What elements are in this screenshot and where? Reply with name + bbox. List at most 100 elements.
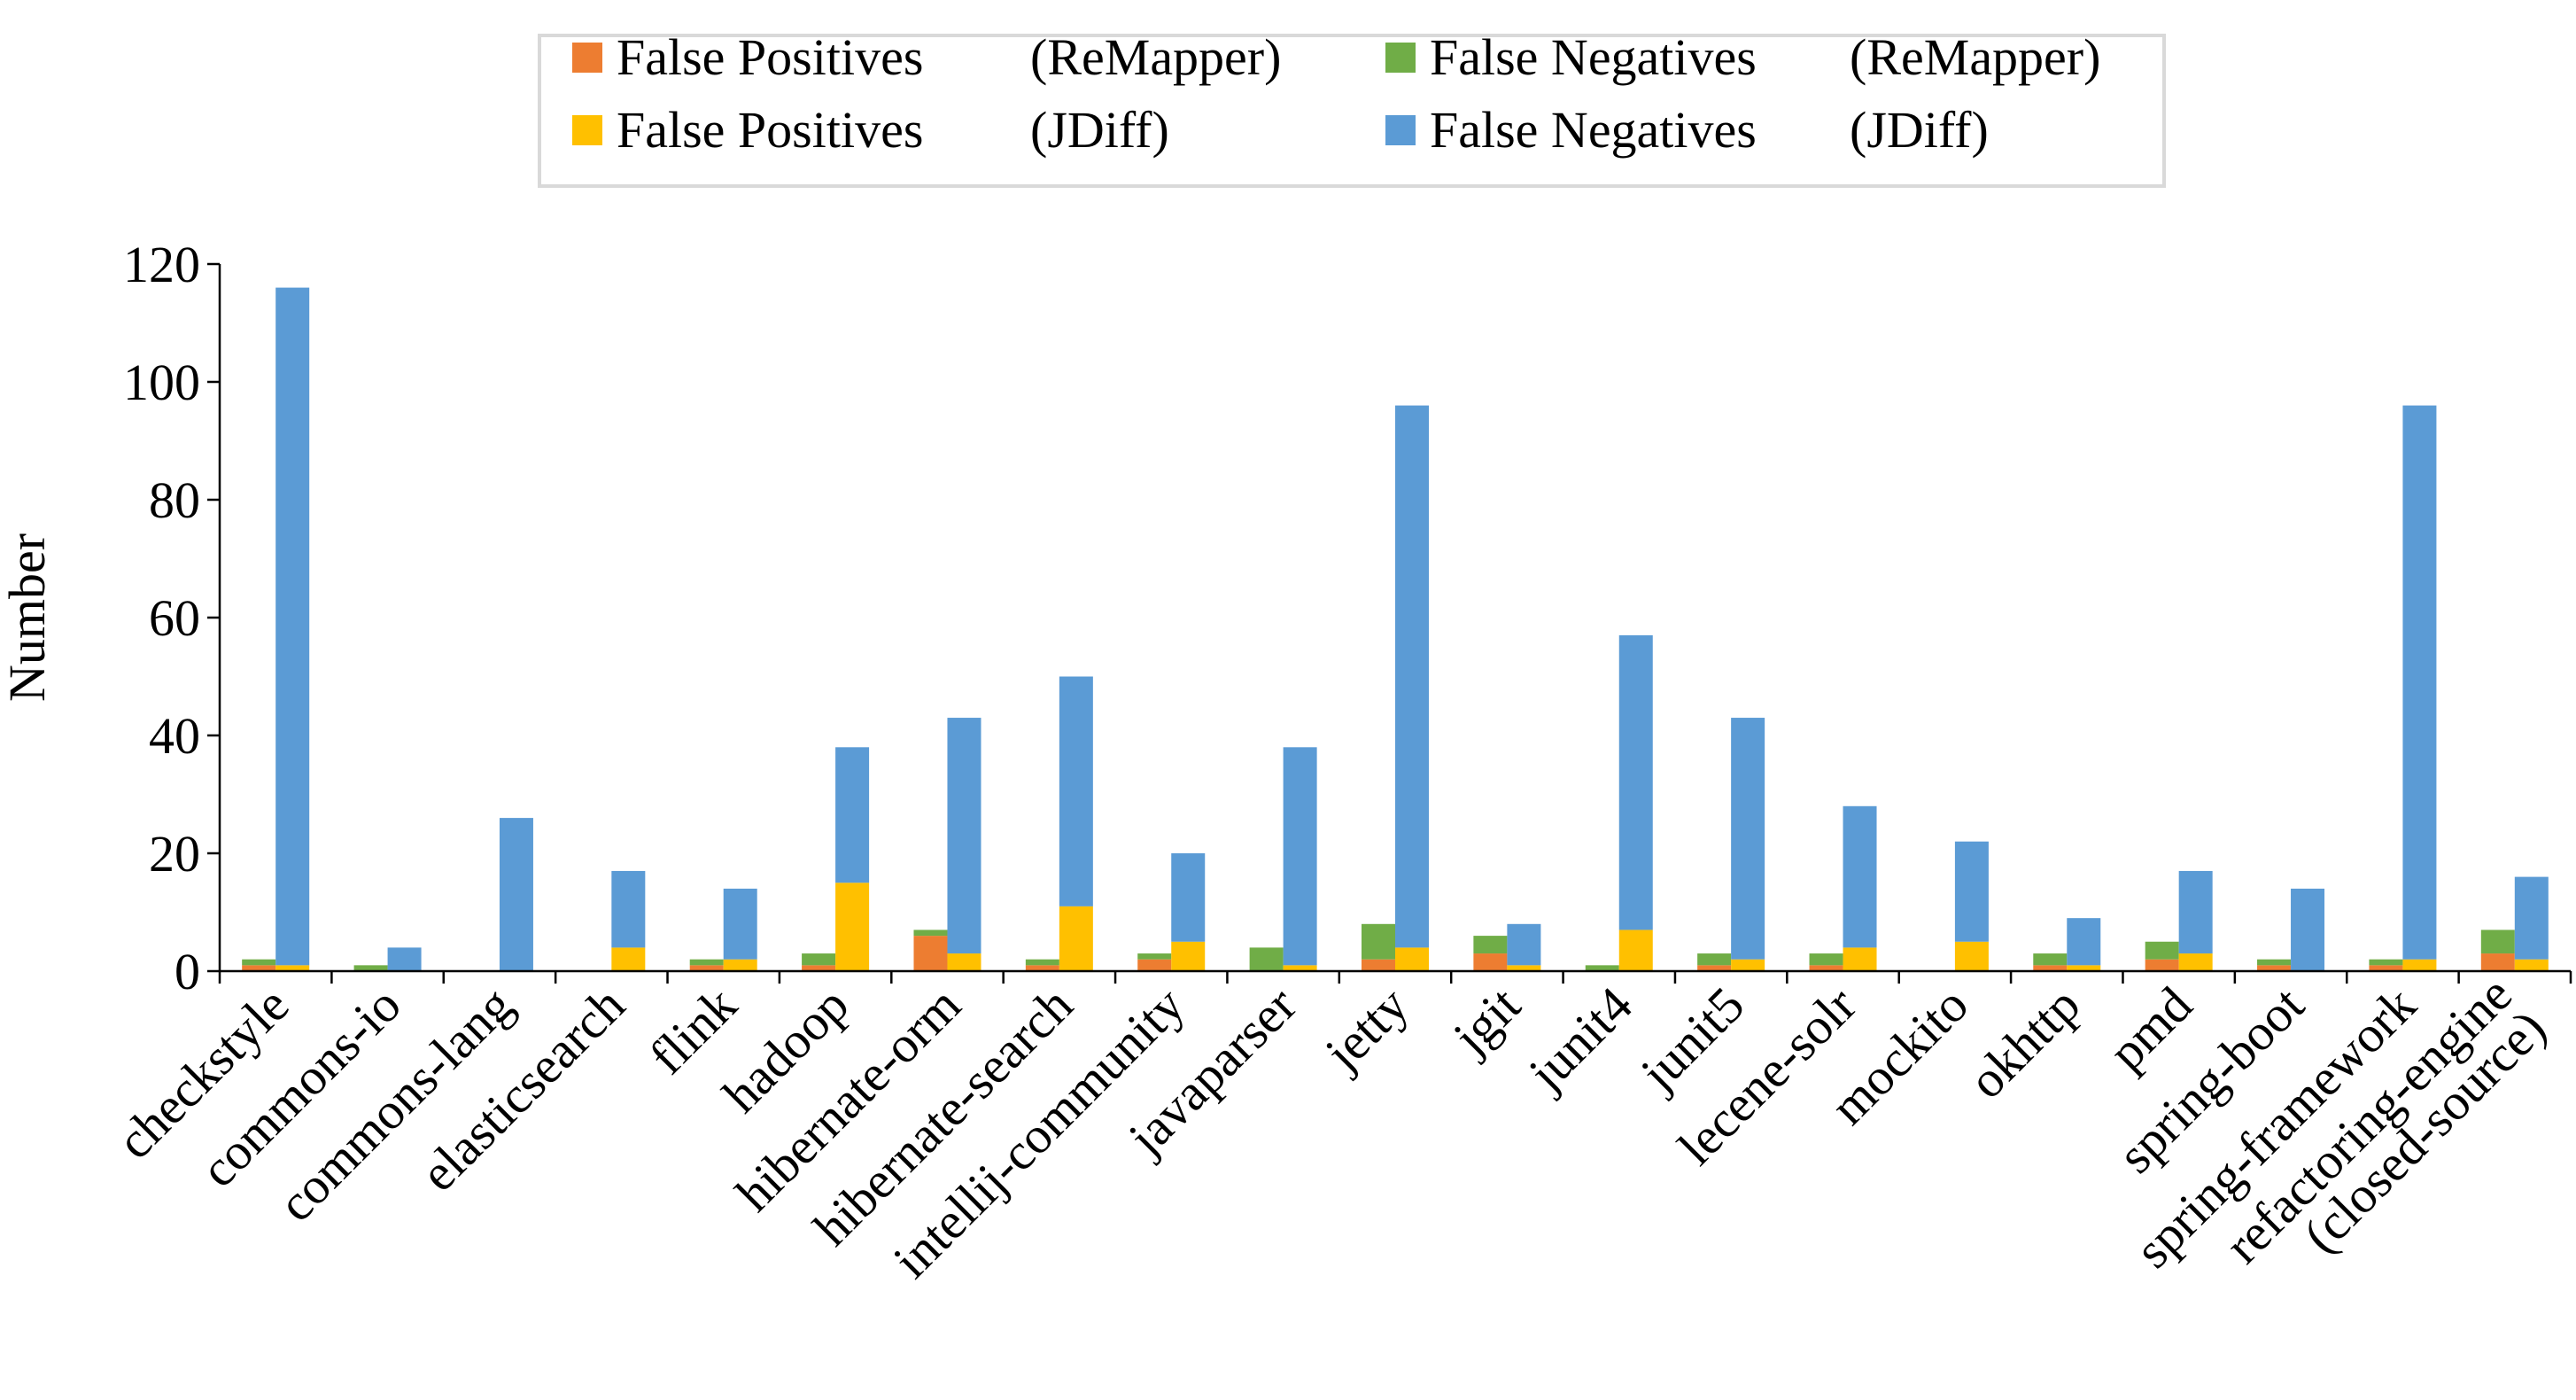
legend-swatch [572, 43, 602, 73]
bar-segment [2402, 959, 2437, 971]
bar-segment [802, 953, 836, 966]
x-category-label: junit4 [1517, 976, 1643, 1102]
y-tick-label: 100 [123, 354, 200, 411]
bar-segment [1362, 959, 1395, 971]
bar-segment [835, 747, 870, 883]
bar-segment [2480, 953, 2515, 971]
bar-segment [1618, 929, 1653, 971]
bar-segment [913, 929, 948, 937]
legend-tool-label: (JDiff) [1030, 101, 1169, 159]
bar-segment [242, 965, 276, 971]
bar-segment [1507, 965, 1541, 971]
bar-segment [1395, 947, 1429, 971]
y-tick-label: 80 [149, 471, 200, 529]
bar-segment [2369, 959, 2403, 966]
bar-segment [2480, 929, 2515, 954]
bar-segment [835, 883, 870, 971]
bar-segment [1395, 405, 1429, 948]
bar-segment [689, 965, 724, 971]
bar-segment [2514, 959, 2549, 971]
bar-segment [2145, 959, 2179, 971]
legend: False Positives (ReMapper) False Negatives… [538, 28, 2166, 188]
bar-segment [1171, 853, 1206, 942]
bar-segment [242, 959, 276, 966]
bar-segment [1697, 953, 1732, 966]
bar-segment [1697, 965, 1732, 971]
bar-segment [1025, 965, 1059, 971]
legend-label: False Positives [617, 101, 923, 159]
bar-segment [2033, 953, 2068, 966]
bar-segment [1507, 923, 1541, 966]
bar-segment [387, 947, 422, 971]
bar-segment [1473, 936, 1508, 954]
bar-segment [1843, 805, 1877, 948]
x-category-label: okhttp [1958, 976, 2091, 1109]
bar-segment [275, 965, 310, 971]
x-category-label: jetty [1313, 976, 1419, 1082]
x-category-label: jgit [1441, 976, 1532, 1066]
bar-segment [723, 888, 757, 960]
bar-segment [1843, 947, 1877, 971]
bar-segment [1059, 906, 1093, 971]
bar-segment [2291, 888, 2325, 971]
legend-tool-label: (ReMapper) [1850, 28, 2100, 86]
bar-segment [913, 936, 948, 971]
bar-segment [611, 870, 646, 948]
legend-box [538, 34, 2166, 188]
bar-segment [1585, 965, 1619, 971]
bar-segment [1809, 953, 1843, 966]
y-tick-label: 0 [175, 943, 200, 1000]
bar-segment [1954, 941, 1989, 971]
legend-tool-label: (JDiff) [1850, 101, 1989, 159]
bar-segment [1731, 959, 1765, 971]
bar-segment [689, 959, 724, 966]
bar-segment [802, 965, 836, 971]
bar-segment [947, 953, 982, 971]
bar-segment [947, 718, 982, 954]
bar-segment [2033, 965, 2068, 971]
legend-label: False Positives [617, 28, 923, 86]
bar-segment [1137, 953, 1172, 960]
bar-segment [1025, 959, 1059, 966]
x-axis-labels: checkstylecommons-iocommons-langelastics… [105, 965, 2557, 1289]
y-axis: 0 20 40 60 80 100 120 [123, 236, 220, 1000]
legend-label: False Negatives [1430, 28, 1757, 86]
bar-segment [2067, 965, 2101, 971]
bar-segment [1362, 923, 1395, 960]
bar-segment [1283, 965, 1317, 971]
bar-segment [1249, 947, 1284, 971]
bar-segment [2369, 965, 2403, 971]
bar-segment [2067, 918, 2101, 966]
bar-segment [1171, 941, 1206, 971]
legend-tool-label: (ReMapper) [1030, 28, 1281, 86]
y-tick-label: 20 [149, 825, 200, 883]
bar-segment [1137, 959, 1172, 971]
bar-segment [1618, 634, 1653, 930]
legend-swatch [1385, 115, 1416, 145]
bar-segment [1059, 676, 1093, 906]
y-tick-label: 40 [149, 707, 200, 765]
bar-segment [1283, 747, 1317, 966]
bar-segment [2257, 959, 2292, 966]
legend-swatch [1385, 43, 1416, 73]
bar-segment [1954, 841, 1989, 942]
bars [242, 287, 2549, 971]
bar-segment [2514, 876, 2549, 960]
y-axis-title: Number [0, 533, 56, 702]
bar-segment [1731, 718, 1765, 960]
bar-segment [611, 947, 646, 971]
legend-swatch [572, 115, 602, 145]
bar-segment [2402, 405, 2437, 960]
axes [218, 264, 2572, 984]
bar-segment [499, 818, 533, 971]
bar-segment [2178, 870, 2213, 954]
bar-segment [2257, 965, 2292, 971]
y-tick-label: 120 [123, 236, 200, 293]
bar-segment [2178, 953, 2213, 971]
bar-segment [353, 965, 388, 971]
bar-segment [1809, 965, 1843, 971]
bar-segment [723, 959, 757, 971]
bar-segment [1473, 953, 1508, 971]
y-tick-label: 60 [149, 589, 200, 647]
